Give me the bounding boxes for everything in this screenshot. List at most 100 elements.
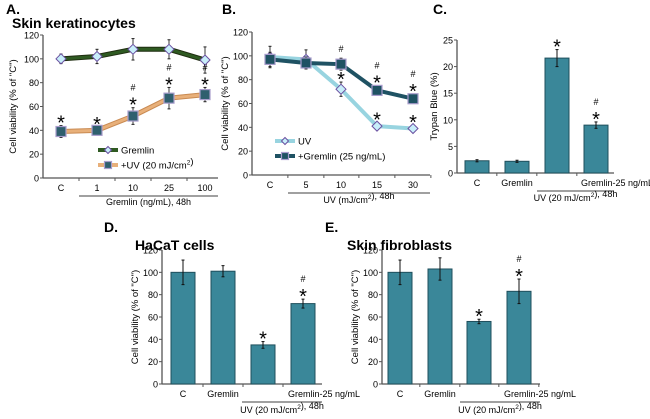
x-tick-label: 15 [372, 180, 382, 190]
x-tick-label: Gremlin [424, 389, 456, 399]
significance-star: * [201, 74, 209, 96]
y-tick-label: 0 [34, 174, 39, 184]
bar [504, 160, 530, 174]
x-tick-label: 10 [128, 183, 138, 193]
y-tick-label: 0 [448, 169, 453, 179]
data-point [264, 53, 276, 66]
x-tick-label: Gremlin [501, 178, 533, 188]
y-tick-label: 15 [443, 89, 453, 99]
y-tick-label: 120 [143, 246, 158, 256]
y-tick-label: 120 [24, 31, 39, 41]
bar [210, 270, 236, 385]
y-tick-label: 0 [243, 171, 248, 181]
significance-hash: # [374, 61, 379, 71]
x-axis-label: UV (20 mJ/cm2), 48h [240, 401, 324, 415]
data-point [371, 120, 383, 132]
panel-b: 0 20 40 60 80 100 120 C 5 10 15 30 UV (mJ/cm2), 48h C… [220, 1, 432, 205]
x-tick-label: 25 [164, 183, 174, 193]
significance-hash: # [338, 44, 343, 54]
y-tick-label: 60 [148, 313, 158, 323]
significance-star: * [373, 73, 381, 95]
data-point [371, 84, 383, 96]
significance-star: * [337, 69, 345, 91]
bar [290, 303, 316, 385]
data-point [199, 88, 211, 101]
x-tick-label: C [397, 389, 404, 399]
x-tick-label: C [58, 183, 65, 193]
x-axis-label: Gremlin (ng/mL), 48h [106, 197, 191, 207]
x-tick-label: C [180, 389, 187, 399]
panel-label: C. [433, 1, 447, 17]
bar [250, 344, 276, 385]
data-point [199, 54, 211, 66]
legend-label: UV [298, 137, 312, 148]
y-tick-label: 80 [238, 75, 248, 85]
significance-star: * [409, 81, 417, 103]
significance-hash: # [516, 254, 521, 264]
significance-star: * [373, 110, 381, 132]
significance-star: * [592, 109, 600, 131]
x-tick-label: 5 [303, 180, 308, 190]
y-tick-label: 20 [443, 62, 453, 72]
y-tick-label: 100 [24, 54, 39, 64]
y-tick-label: 100 [233, 51, 248, 61]
y-axis-label: Cell viability (% of "C") [130, 270, 141, 364]
legend-item: +Gremlin (25 ng/mL) [275, 152, 385, 163]
significance-hash: # [202, 62, 207, 72]
significance-star: * [299, 286, 307, 308]
y-tick-label: 120 [233, 28, 248, 38]
data-point [91, 50, 103, 63]
x-tick-label: Gremlin-25 ng/mL [288, 389, 360, 399]
significance-star: * [93, 114, 101, 136]
significance-star: * [409, 112, 417, 134]
significance-star: * [259, 329, 267, 351]
legend-item: +UV (20 mJ/cm2) [98, 157, 194, 172]
bar [544, 57, 570, 174]
y-tick-label: 25 [443, 36, 453, 46]
y-tick-label: 60 [238, 99, 248, 109]
data-point [127, 110, 139, 122]
legend-marker [103, 145, 113, 155]
bar [583, 124, 609, 174]
y-axis-label: Cell viability (% of "C") [350, 270, 361, 364]
x-tick-label: Gremlin [207, 389, 239, 399]
significance-star: * [553, 37, 561, 59]
significance-star: * [165, 74, 173, 96]
data-point [127, 43, 139, 56]
legend-marker [280, 151, 290, 161]
x-tick-label: C [267, 180, 274, 190]
y-axis-label: Trypan Blue (%) [429, 72, 440, 140]
y-tick-label: 80 [148, 290, 158, 300]
data-point [163, 43, 175, 56]
data-point [407, 122, 419, 135]
x-tick-label: 10 [336, 180, 346, 190]
y-tick-label: 20 [238, 147, 248, 157]
significance-star: * [475, 306, 483, 328]
significance-star: * [515, 266, 523, 288]
significance-star: * [129, 95, 137, 117]
bar [170, 271, 196, 385]
x-tick-label: 30 [408, 180, 418, 190]
x-axis-label: UV (20 mJ/cm2), 48h [458, 401, 542, 415]
y-axis-label: Cell viability (% of "C") [8, 59, 19, 153]
bar [427, 268, 453, 385]
y-tick-label: 40 [368, 335, 378, 345]
x-tick-label: Gremlin-25 ng/mL [504, 389, 576, 399]
legend-marker [103, 160, 113, 170]
y-tick-label: 10 [443, 115, 453, 125]
data-point [300, 57, 312, 69]
bar [464, 160, 490, 174]
legend-item: Gremlin [98, 146, 154, 157]
y-tick-label: 0 [373, 380, 378, 390]
legend-label: +UV (20 mJ/cm2) [121, 157, 194, 172]
panel-title: Skin fibroblasts [347, 237, 452, 253]
panel-title: Skin keratinocytes [12, 15, 136, 31]
x-tick-label: C [474, 178, 481, 188]
y-tick-label: 80 [29, 78, 39, 88]
y-tick-label: 20 [148, 357, 158, 367]
y-axis-label: Cell viability (% of "C") [220, 56, 231, 150]
y-tick-label: 100 [143, 268, 158, 278]
y-tick-label: 40 [29, 126, 39, 136]
